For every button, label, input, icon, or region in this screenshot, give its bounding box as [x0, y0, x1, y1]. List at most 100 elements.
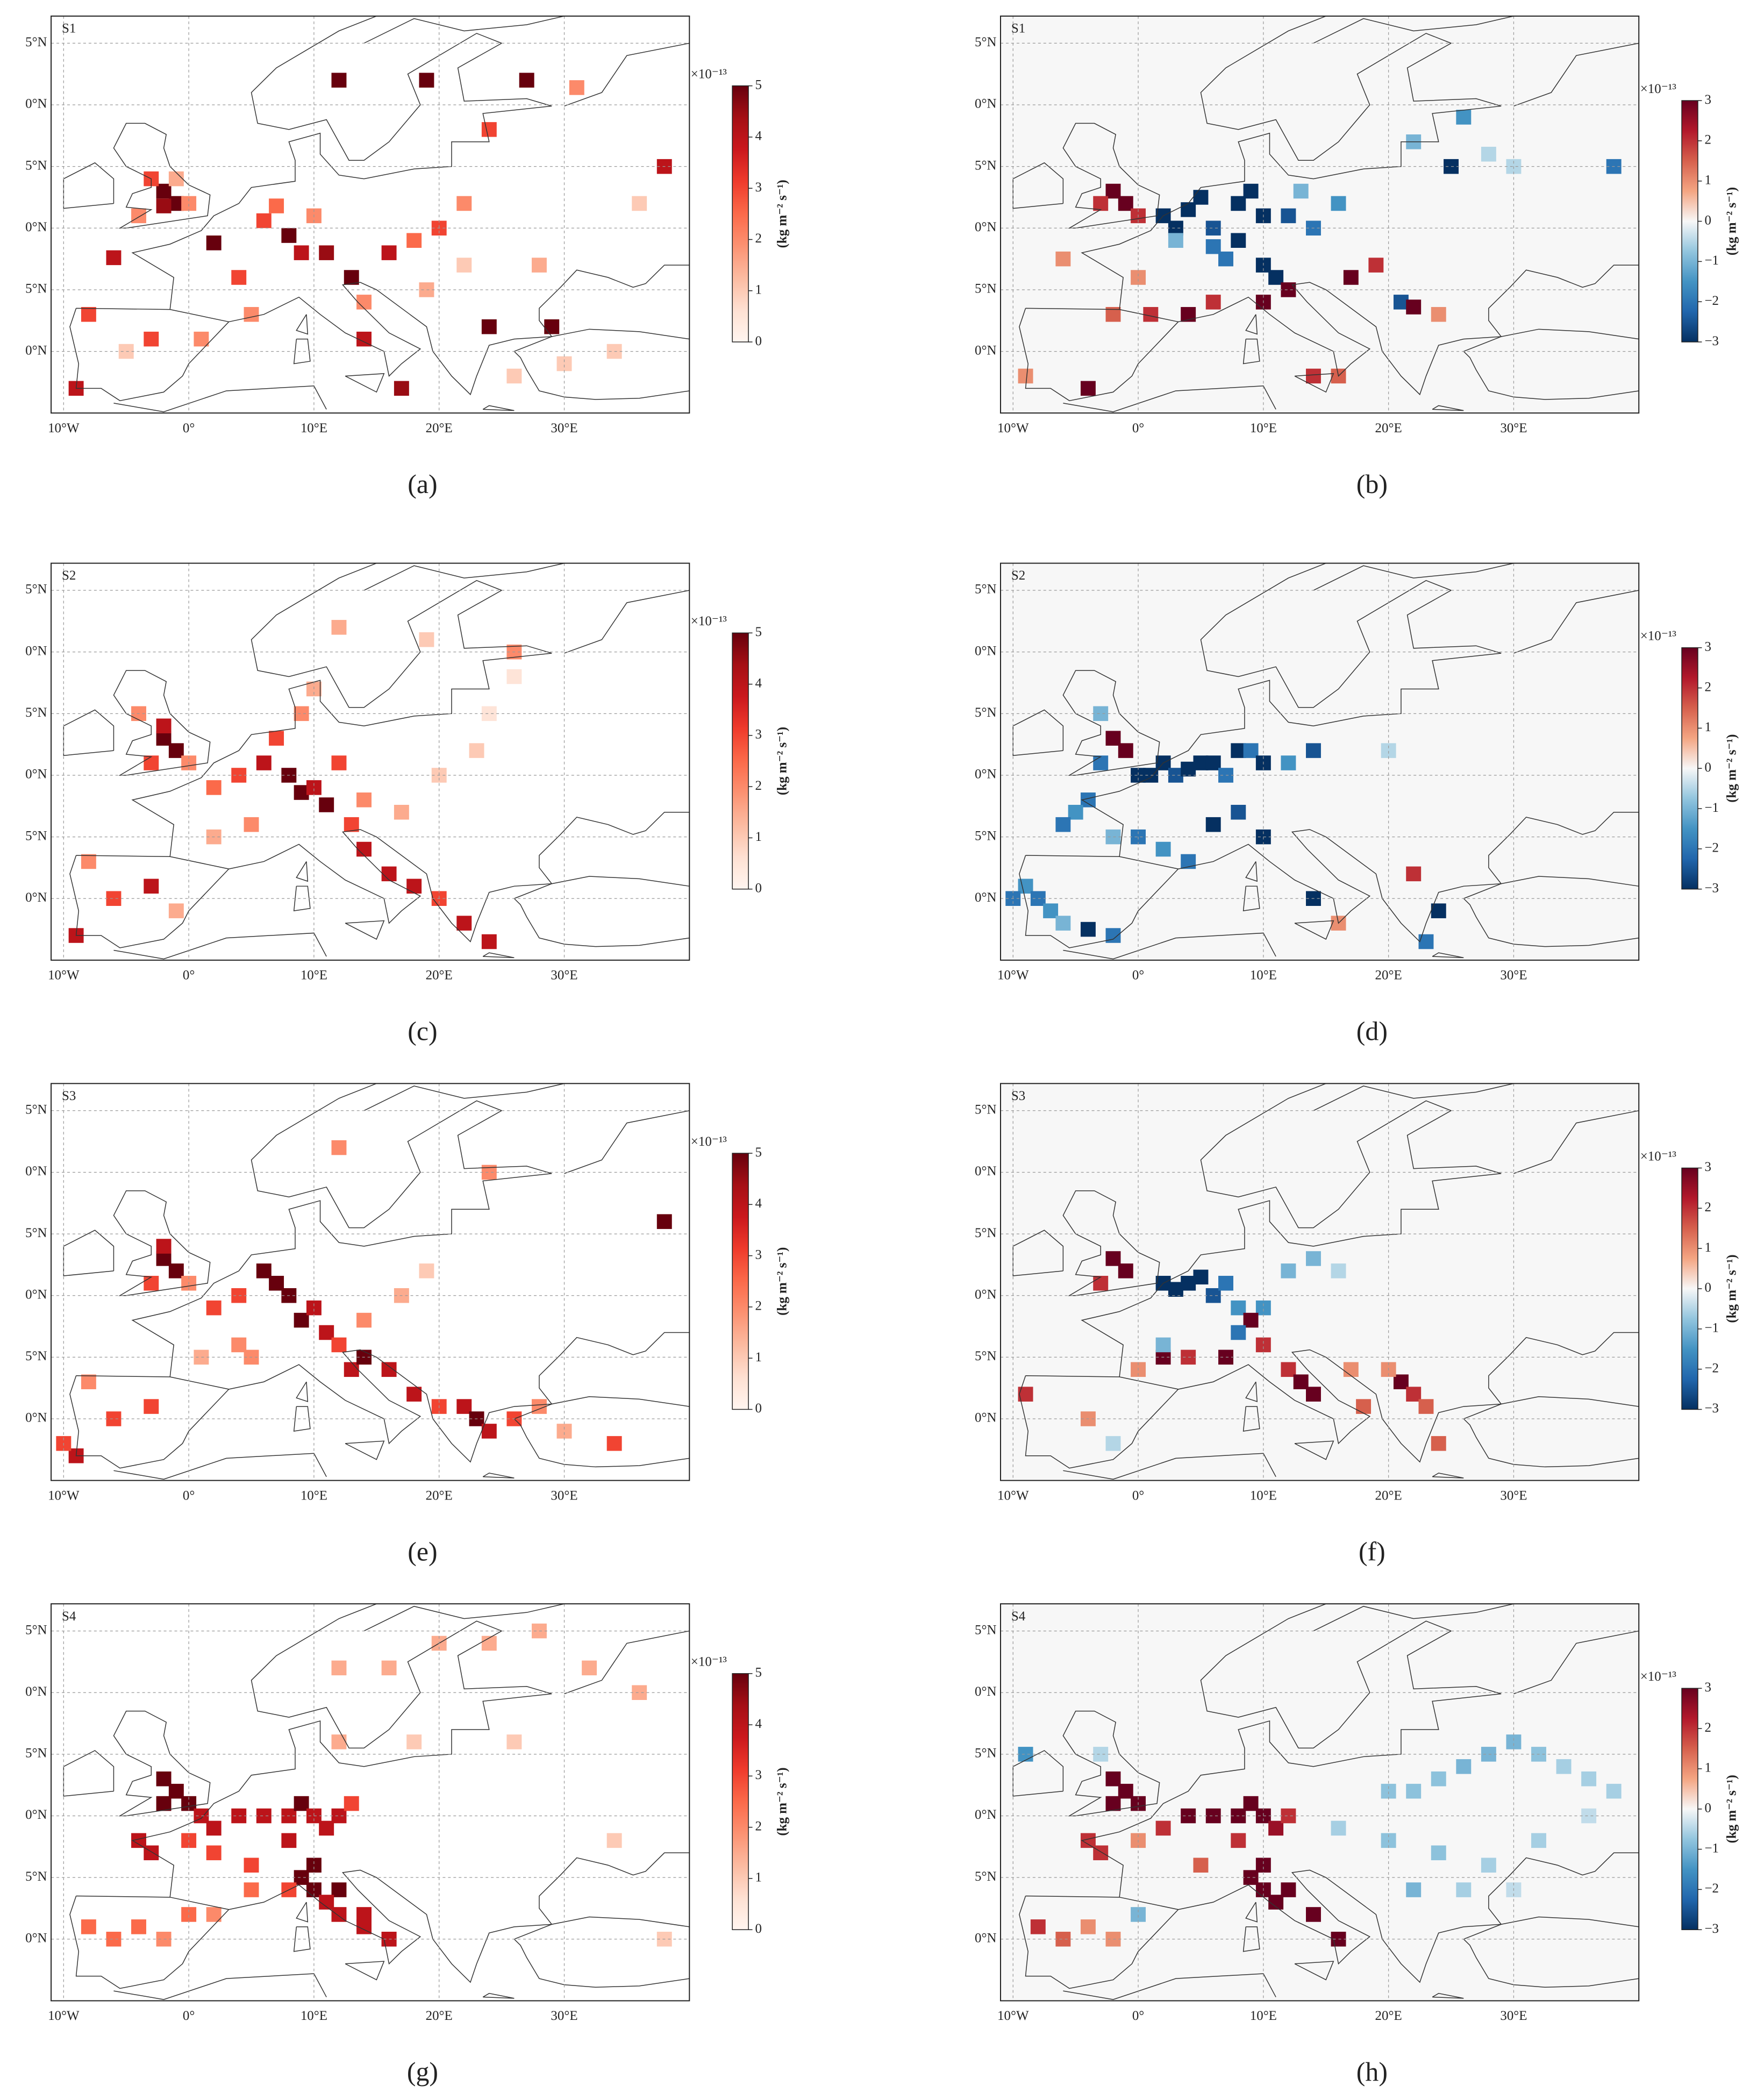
coastline: [113, 1710, 211, 1817]
colorbar-label: (kg m⁻² s⁻¹): [775, 1247, 790, 1316]
cell: [1243, 743, 1259, 758]
colorbar-label: (kg m⁻² s⁻¹): [775, 1767, 790, 1835]
colorbar-tick-label: 2: [1704, 133, 1711, 147]
coastline: [1062, 123, 1160, 229]
cell: [1093, 1747, 1109, 1762]
cell: [1155, 1337, 1171, 1353]
cell: [1418, 934, 1434, 949]
cell: [356, 1907, 372, 1922]
coastline: [1313, 16, 1514, 44]
cell: [506, 368, 522, 384]
cell: [381, 1660, 397, 1676]
cell: [506, 1734, 522, 1749]
colorbar-tick-label: 0: [755, 881, 762, 895]
coastline: [345, 1440, 385, 1460]
colorbar-scale: ×10⁻¹³: [1640, 628, 1676, 643]
colorbar-tick-label: −1: [1704, 253, 1719, 268]
coastline: [363, 16, 565, 44]
cell: [1481, 146, 1496, 162]
colorbar-scale: ×10⁻¹³: [691, 1655, 727, 1669]
coastline: [1513, 590, 1639, 654]
map-frame: [51, 1083, 690, 1481]
cell: [281, 228, 297, 243]
cell: [306, 1300, 322, 1316]
coastline: [482, 405, 515, 411]
coastline: [1463, 1396, 1639, 1419]
cell: [231, 1337, 247, 1353]
coastline: [513, 351, 690, 400]
x-tick-label: 10°W: [997, 2009, 1029, 2023]
cell: [1193, 1269, 1209, 1285]
cell: [344, 270, 359, 285]
cell: [481, 1424, 497, 1439]
cell: [1105, 1796, 1121, 1811]
cell: [344, 817, 359, 832]
coastline: [345, 373, 385, 393]
cell: [269, 198, 284, 213]
cell: [244, 307, 259, 322]
cell: [1255, 1300, 1271, 1316]
coastline: [296, 861, 309, 882]
cell: [1205, 220, 1221, 236]
cell: [206, 1820, 222, 1836]
y-tick-label: 0°N: [975, 343, 996, 358]
x-tick-label: 0°: [183, 2009, 195, 2023]
cell: [1281, 208, 1296, 224]
panel-label: S1: [1011, 22, 1025, 36]
coastline: [131, 563, 552, 857]
cell: [1143, 307, 1159, 322]
cell: [1155, 1820, 1171, 1836]
cell: [1431, 903, 1446, 918]
map-frame: [999, 1603, 1640, 2002]
colorbar-tick-label: 5: [755, 1145, 762, 1160]
panel-caption: (g): [407, 2057, 438, 2087]
cell: [256, 213, 272, 228]
y-tick-label: 0°N: [25, 644, 47, 658]
colorbar-tick-label: 1: [1704, 173, 1711, 187]
cell: [331, 1734, 347, 1749]
cell: [331, 1808, 347, 1824]
coastline: [1294, 373, 1334, 393]
cell: [168, 903, 184, 918]
cell: [81, 1919, 96, 1934]
panel-caption: (d): [1356, 1017, 1388, 1046]
colorbar-tick-label: 5: [755, 1666, 762, 1680]
x-tick-label: 10°E: [301, 2009, 327, 2023]
cell: [394, 381, 409, 396]
colorbar-label: (kg m⁻² s⁻¹): [1725, 734, 1739, 803]
cell: [1293, 1374, 1309, 1389]
panel: 5°N 0°N 5°N 0°N 5°N 0°N 10°W 0° 10°E 20°E 30°E S3 −3…: [975, 1083, 1739, 1566]
colorbar-tick-label: 5: [755, 77, 762, 92]
coastline: [1313, 563, 1514, 591]
y-tick-label: 5°N: [975, 705, 996, 720]
cell: [1406, 1783, 1422, 1799]
cell: [331, 620, 347, 635]
cell: [1306, 368, 1321, 384]
cell: [1193, 190, 1209, 205]
coastline: [131, 1604, 552, 1897]
map-frame: [999, 15, 1640, 414]
cell: [1456, 1882, 1472, 1897]
colorbar-tick-label: 3: [755, 1768, 762, 1782]
x-tick-label: 30°E: [551, 421, 577, 435]
coastline: [1062, 670, 1160, 776]
coastline: [1062, 1190, 1160, 1296]
panel-label: S3: [1011, 1089, 1025, 1103]
coastline: [1242, 1406, 1260, 1432]
map-background: [1000, 1604, 1639, 2001]
cell: [344, 1796, 359, 1811]
panel: 5°N 0°N 5°N 0°N 5°N 0°N 10°W 0° 10°E 20°E 30°E S1 0 1…: [25, 15, 790, 499]
coastlines: [1012, 1604, 1639, 2000]
cell: [181, 196, 197, 211]
x-tick-label: 10°W: [48, 2009, 80, 2023]
coastline: [1062, 1710, 1160, 1817]
cell: [81, 854, 96, 869]
coastline: [1513, 1110, 1639, 1174]
cell: [1293, 183, 1309, 199]
cell: [1080, 1919, 1096, 1934]
colorbar-tick-label: 2: [755, 1299, 762, 1313]
y-tick-label: 5°N: [975, 828, 996, 843]
cell: [419, 632, 434, 647]
cell: [256, 1808, 272, 1824]
cell: [556, 1424, 572, 1439]
